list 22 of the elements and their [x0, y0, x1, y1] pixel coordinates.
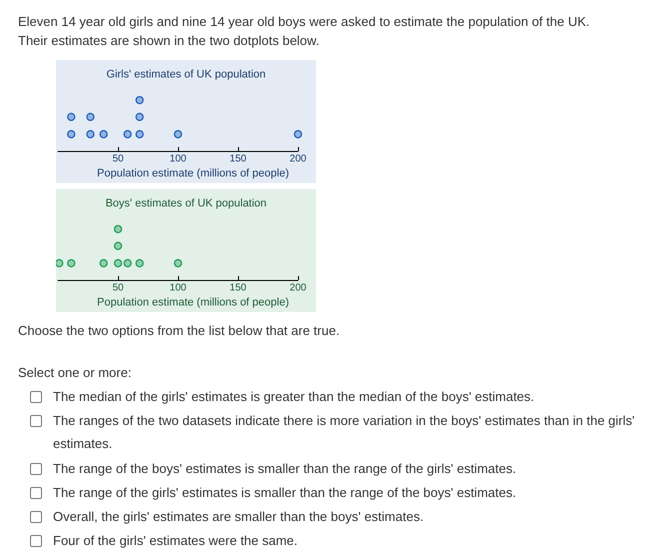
text: The range of the girls' estimates is smaller than the range of the boys' estimates.	[53, 484, 518, 502]
text: Eleven 14 year old girls and nine 14 year old boys were asked to estimate the population of the UK.	[18, 13, 590, 31]
text: Choose the two options from the list below that are true.	[18, 322, 340, 340]
x-axis-title: Population estimate (millions of people)	[97, 296, 289, 308]
text: Four of the girls' estimates were the same.	[53, 532, 299, 549]
text: The ranges of the two datasets indicate there is more variation in the boys' estimates than in the girls' estimates.	[53, 412, 636, 454]
x-tick-label: 50	[112, 282, 124, 294]
text: The range of the boys' estimates is smaller than the range of the girls' estimates.	[53, 460, 518, 478]
x-tick-label: 100	[170, 282, 187, 294]
x-tick-label: 150	[230, 154, 247, 164]
chart-title: Girls' estimates of UK population	[106, 68, 266, 80]
x-tick-label: 50	[112, 154, 124, 164]
text: The median of the girls' estimates is greater than the median of the boys' estimates.	[53, 388, 536, 406]
x-tick-label: 150	[230, 282, 247, 294]
x-tick-label: 100	[170, 154, 187, 164]
text: Overall, the girls' estimates are smaller than the boys' estimates.	[53, 508, 425, 526]
x-axis-title: Population estimate (millions of people)	[97, 168, 289, 180]
x-tick-label: 200	[290, 154, 307, 164]
text: Select one or more:	[18, 364, 132, 382]
text: Their estimates are shown in the two dotplots below.	[18, 32, 320, 50]
chart-title: Boys' estimates of UK population	[105, 198, 267, 210]
x-tick-label: 200	[290, 282, 307, 294]
